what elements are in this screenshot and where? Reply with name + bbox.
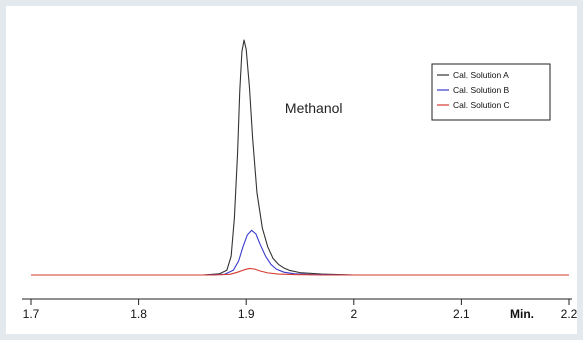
- legend-label: Cal. Solution B: [453, 85, 510, 95]
- annotation-layer: Methanol: [285, 100, 343, 116]
- x-tick-label: 1.9: [238, 307, 255, 321]
- legend: Cal. Solution A Cal. Solution B Cal. Solut…: [431, 63, 551, 121]
- x-tick-label: 1.8: [130, 307, 147, 321]
- legend-label: Cal. Solution C: [453, 100, 510, 110]
- peak-annotation: Methanol: [285, 100, 343, 116]
- legend-box: [431, 63, 551, 121]
- series-line-a: [31, 39, 569, 276]
- x-axis: 1.7 1.8 1.9 2 2.1 2.2 Min.: [22, 298, 578, 321]
- series-layer: [31, 39, 569, 276]
- x-tick-label: 2: [350, 307, 357, 321]
- x-tick-label: 2.2: [561, 307, 578, 321]
- x-tick-label: 1.7: [23, 307, 40, 321]
- series-line-b: [31, 229, 569, 276]
- x-unit-label: Min.: [510, 307, 534, 321]
- x-tick-label: 2.1: [453, 307, 470, 321]
- series-line-c: [31, 267, 569, 276]
- chart-panel: [6, 6, 577, 334]
- legend-label: Cal. Solution A: [453, 70, 509, 80]
